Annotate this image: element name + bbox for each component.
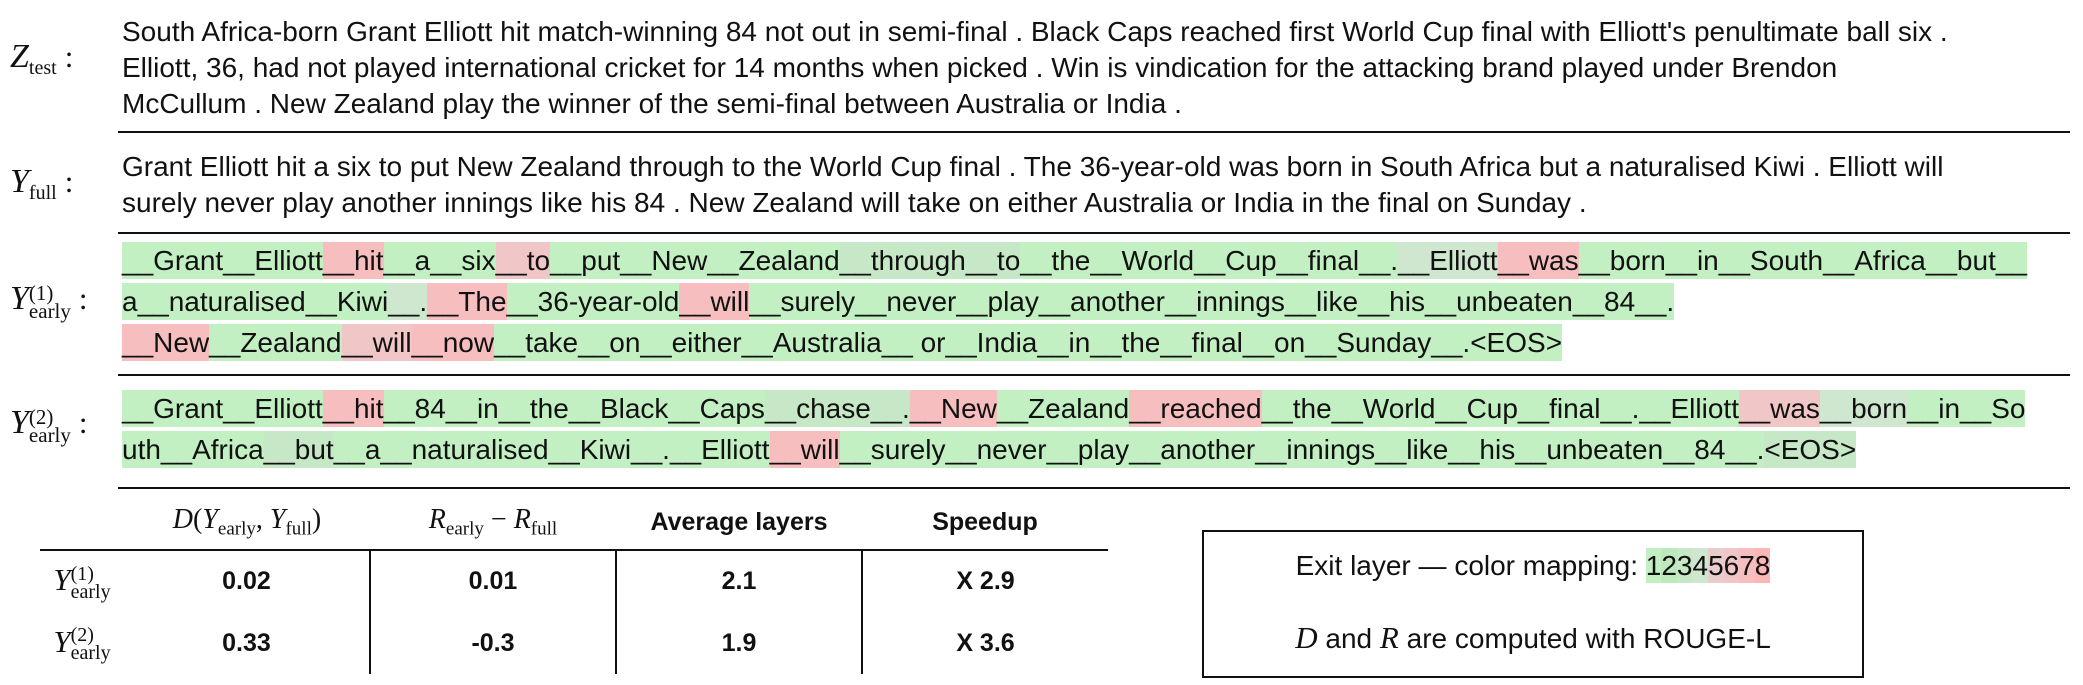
divider	[118, 131, 2070, 133]
color-swatch-digit: 4	[1692, 548, 1709, 583]
color-swatch-digit: 3	[1676, 548, 1693, 583]
token: __will	[769, 431, 840, 468]
results-table: D(Yearly, Yfull) Rearly − Rfull Average …	[40, 495, 1108, 674]
token: __Zealand	[209, 324, 342, 361]
cell-distance: 0.02	[124, 550, 371, 612]
token: __put__New__Zealand	[550, 242, 840, 279]
ztest-label: Ztest:	[10, 38, 74, 80]
token: __take__on__either__Australia__ or__Indi…	[494, 324, 1563, 361]
y1-label: Y(1) early:	[10, 280, 88, 323]
token: __but	[263, 431, 334, 468]
yfull-line: surely never play another innings like h…	[122, 187, 1587, 218]
legend-color-mapping: Exit layer — color mapping: 12345678	[1295, 548, 1771, 583]
token: __surely__never__play__another__innings_…	[839, 431, 1765, 468]
token: __born	[1819, 390, 1908, 427]
y1-token-line: a__naturalised__Kiwi__.__The__36-year-ol…	[122, 283, 1675, 320]
token: __born__in__South__Africa__but__	[1578, 242, 2027, 279]
cell-distance: 0.33	[124, 612, 371, 674]
color-swatch-digit: 6	[1723, 548, 1740, 583]
y2-row: Y(2) early:	[0, 376, 2083, 486]
cell-reward: -0.3	[370, 612, 617, 674]
token: __hit	[322, 390, 384, 427]
token: __was	[1497, 242, 1579, 279]
token: __will	[679, 283, 750, 320]
header-speedup: Speedup	[932, 507, 1038, 536]
token: __reached	[1129, 390, 1262, 427]
ztest-line: South Africa-born Grant Elliott hit matc…	[122, 16, 1948, 47]
color-swatch-digit: 7	[1739, 548, 1755, 583]
token: __Elliott	[1398, 242, 1498, 279]
ztest-row: Ztest: South Africa-born Grant Elliott h…	[0, 8, 2083, 119]
color-swatch-digit: 2	[1661, 548, 1677, 583]
header-distance: D(Yearly, Yfull)	[172, 503, 322, 540]
token: __hit	[322, 242, 384, 279]
token: __Grant__Elliott	[122, 390, 323, 427]
y1-token-line: __Grant__Elliott__hit__a__six__to__put__…	[122, 242, 2027, 279]
token: __in__So	[1907, 390, 2026, 427]
token: __through__to	[839, 242, 1021, 279]
divider	[118, 374, 2070, 376]
divider	[118, 232, 2070, 234]
token: __chase__.	[764, 390, 910, 427]
token: __now	[411, 324, 495, 361]
token: __the__World__Cup__final__.__Elliott	[1261, 390, 1739, 427]
yfull-row: Yfull: Grant Elliott hit a six to put Ne…	[0, 133, 2083, 231]
token: __The	[427, 283, 507, 320]
table-row: Y(1) early 0.02 0.01 2.1 X 2.9	[40, 550, 1108, 612]
legend-box: Exit layer — color mapping: 12345678 D a…	[1202, 530, 1864, 678]
token: __.	[388, 283, 428, 320]
color-swatch-digit: 1	[1645, 548, 1662, 583]
row-label: Y(1) early	[53, 562, 111, 603]
token: __36-year-old	[506, 283, 680, 320]
token: __New	[122, 324, 210, 361]
cell-average-layers: 1.9	[616, 612, 863, 674]
header-average-layers: Average layers	[650, 507, 828, 536]
token: <EOS>	[1764, 431, 1857, 468]
token: __a__six	[383, 242, 496, 279]
y1-row: Y(1) early:	[0, 234, 2083, 374]
table-row: Y(2) early 0.33 -0.3 1.9 X 3.6	[40, 612, 1108, 674]
cell-reward: 0.01	[370, 550, 617, 612]
y2-token-line: __Grant__Elliott__hit__84__in__the__Blac…	[122, 390, 2026, 427]
divider	[118, 487, 2070, 489]
token: uth__Africa	[122, 431, 264, 468]
row-label: Y(2) early	[53, 623, 111, 665]
ztest-line: McCullum . New Zealand play the winner o…	[122, 88, 1182, 119]
legend-metric-note: D and R are computed with ROUGE-L	[1295, 620, 1771, 655]
y1-token-line: __New__Zealand__will__now__take__on__eit…	[122, 324, 1563, 361]
yfull-text: Grant Elliott hit a six to put New Zeala…	[122, 149, 2067, 221]
yfull-label: Yfull:	[10, 163, 74, 205]
token: __the__World__Cup__final__.	[1020, 242, 1399, 279]
header-reward: Rearly − Rfull	[428, 503, 558, 540]
token: __was	[1738, 390, 1820, 427]
ztest-line: Elliott, 36, had not played internationa…	[122, 52, 1838, 83]
token: a__naturalised__Kiwi	[122, 283, 389, 320]
token: __a__naturalised__Kiwi__.__Elliott	[333, 431, 770, 468]
cell-speedup: X 2.9	[956, 567, 1015, 595]
cell-average-layers: 2.1	[616, 550, 863, 612]
token: __surely__never__play__another__innings_…	[749, 283, 1675, 320]
token: __New	[909, 390, 997, 427]
color-swatch-digit: 5	[1708, 548, 1724, 583]
y2-label: Y(2) early:	[10, 404, 88, 447]
token: __Grant__Elliott	[122, 242, 323, 279]
cell-speedup: X 3.6	[956, 628, 1015, 657]
y2-token-line: uth__Africa__but__a__naturalised__Kiwi__…	[122, 431, 1857, 468]
color-swatch-digit: 8	[1754, 548, 1771, 583]
table-header-row: D(Yearly, Yfull) Rearly − Rfull Average …	[40, 495, 1108, 550]
token: __Zealand	[996, 390, 1130, 427]
token: __84__in__the__Black__Caps	[383, 390, 765, 427]
token: __will	[341, 324, 412, 361]
yfull-line: Grant Elliott hit a six to put New Zeala…	[122, 151, 1944, 182]
color-scale: 12345678	[1645, 548, 1771, 583]
ztest-text: South Africa-born Grant Elliott hit matc…	[122, 14, 2067, 122]
token: __to	[495, 242, 551, 279]
